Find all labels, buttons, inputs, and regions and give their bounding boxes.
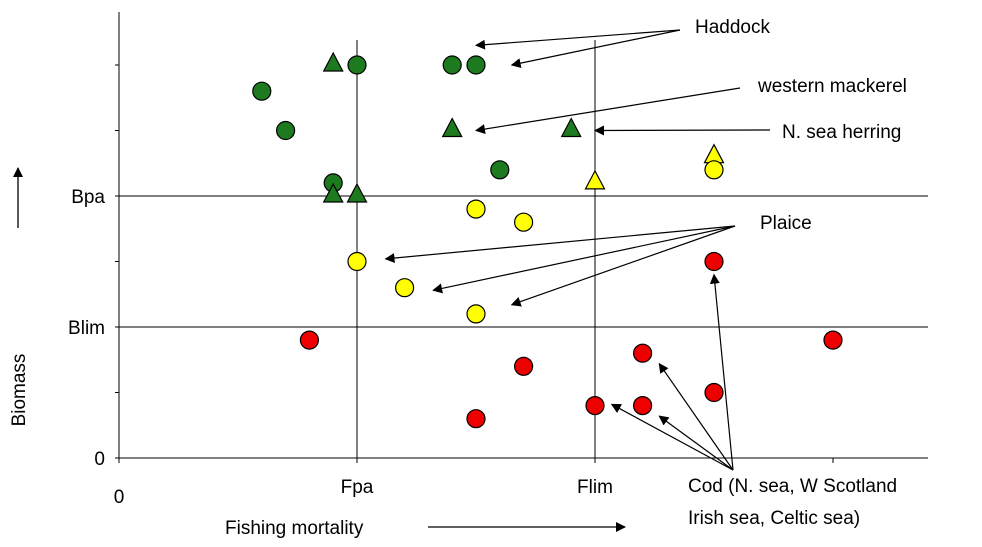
data-point-red-circle <box>632 343 653 363</box>
data-point-yellow-circle <box>395 278 415 298</box>
data-point-red-circle <box>704 382 724 403</box>
data-point-red-circle <box>585 396 605 416</box>
data-point-red-circle <box>299 330 319 350</box>
annotation-cod: Cod (N. sea, W Scotland Irish sea, Celtic… <box>610 273 897 529</box>
data-point-yellow-circle <box>704 160 724 180</box>
annotations: Haddock western mackerel N. sea herring Pla… <box>384 17 907 529</box>
annotation-arrow-cod <box>658 362 734 471</box>
data-point-yellow-circle <box>513 212 534 232</box>
annotation-arrow-plaice <box>432 225 736 294</box>
data-point-green-circle <box>490 160 510 180</box>
x-tick-label: Fpa <box>341 477 374 498</box>
annotation-label-haddock: Haddock <box>695 17 770 38</box>
annotation-arrow-western <box>475 87 741 135</box>
annotation-label-cod: Irish sea, Celtic sea) <box>688 508 860 529</box>
y-tick-label: Bpa <box>71 187 105 208</box>
data-point-green-triangle <box>322 51 344 72</box>
y-axis-label: Biomass <box>9 354 30 427</box>
annotation-label-cod: Cod (N. sea, W Scotland <box>688 476 897 497</box>
data-points <box>252 51 843 429</box>
data-point-green-triangle <box>560 117 582 138</box>
data-point-green-circle <box>276 120 296 141</box>
annotation-arrow-cod <box>658 415 734 471</box>
annotation-label-plaice: Plaice <box>760 213 812 234</box>
reference-lines <box>119 40 928 458</box>
data-point-green-circle <box>252 81 272 101</box>
x-tick-label: 0 <box>114 487 125 508</box>
data-point-red-circle <box>632 396 653 416</box>
data-point-yellow-triangle <box>703 143 725 164</box>
data-point-green-triangle <box>346 182 368 203</box>
data-point-green-circle <box>442 55 462 75</box>
data-point-red-circle <box>823 330 843 350</box>
annotation-n: N. sea herring <box>594 122 901 143</box>
x-axis-label: Fishing mortality <box>225 518 364 539</box>
x-tick-label: Flim <box>577 477 613 498</box>
annotation-arrow-cod <box>610 403 734 471</box>
annotation-arrow-haddock <box>475 29 681 50</box>
data-point-green-circle <box>466 55 486 75</box>
annotation-arrow-cod <box>709 273 734 471</box>
data-point-yellow-circle <box>466 304 486 324</box>
annotation-arrow-plaice <box>510 225 736 307</box>
data-point-red-circle <box>513 356 534 376</box>
axes <box>115 12 928 463</box>
annotation-arrow-plaice <box>384 225 736 264</box>
data-point-red-circle <box>466 409 486 429</box>
y-tick-label: 0 <box>94 449 105 470</box>
annotation-label-n: N. sea herring <box>782 122 901 143</box>
y-tick-label: Blim <box>68 318 105 339</box>
data-point-green-triangle <box>441 117 463 138</box>
data-point-yellow-circle <box>466 199 486 219</box>
tick-labels: 0 Blim Bpa 0 Fpa Flim <box>68 187 613 508</box>
annotation-label-western: western mackerel <box>757 76 907 97</box>
data-point-green-circle <box>347 55 367 75</box>
annotation-plaice: Plaice <box>384 213 812 307</box>
annotation-arrow-haddock <box>510 29 681 69</box>
annotation-western: western mackerel <box>475 76 907 135</box>
annotation-arrow-n <box>594 125 771 136</box>
data-point-yellow-triangle <box>584 169 606 190</box>
data-point-yellow-circle <box>347 251 367 272</box>
data-point-green-triangle <box>322 182 344 203</box>
data-point-red-circle <box>704 251 724 272</box>
annotation-haddock: Haddock <box>475 17 770 69</box>
